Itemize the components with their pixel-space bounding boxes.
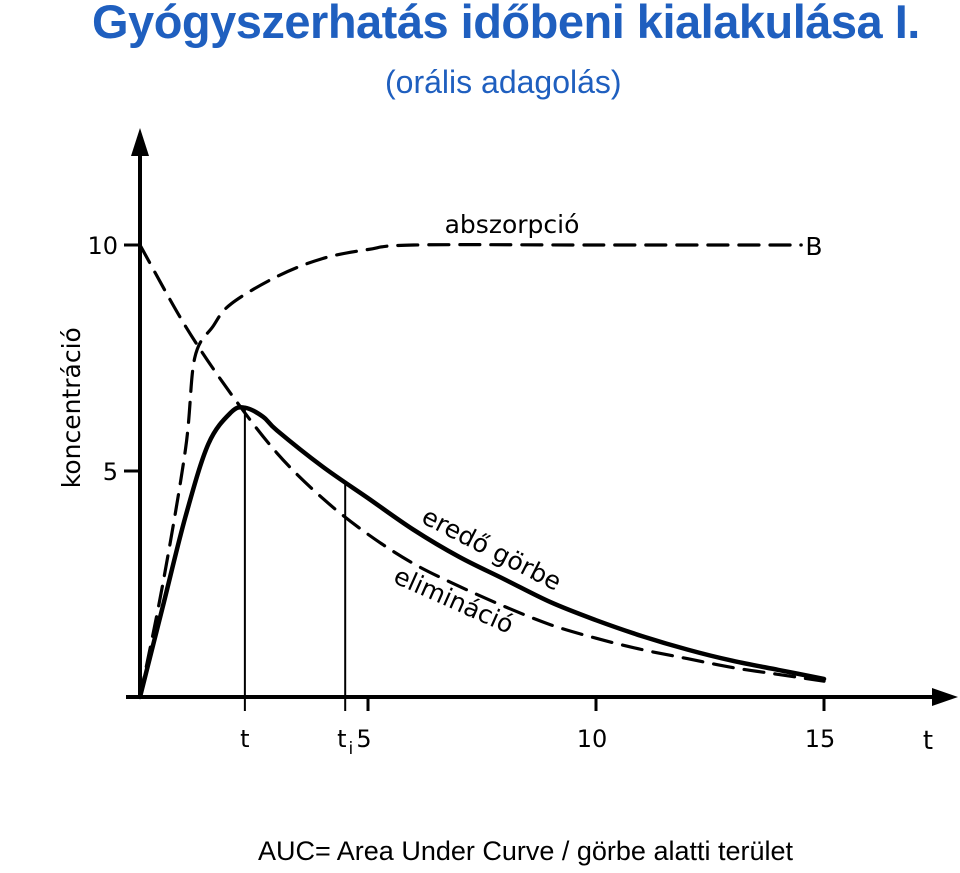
absorption-end-label: B (805, 232, 822, 261)
y-tick-label: 5 (103, 458, 118, 486)
page-title: Gyógyszerhatás időbeni kialakulása I. (92, 0, 920, 48)
y-axis-arrow (131, 128, 149, 156)
x-tick-label: 15 (805, 725, 836, 753)
x-tick-label: 10 (577, 725, 608, 753)
marker-label-t: t (240, 725, 249, 753)
series-resultant-curve (137, 404, 827, 700)
x-tick-label: 5 (356, 725, 371, 753)
y-axis-label: koncentráció (57, 327, 86, 488)
absorption-label: abszorpció (445, 210, 580, 239)
x-axis-label: t (923, 726, 933, 756)
auc-caption: AUC= Area Under Curve / görbe alatti ter… (258, 836, 794, 866)
x-axis-arrow (932, 688, 958, 706)
series-absorption-curve (138, 243, 803, 699)
series-elimination-curve (138, 243, 826, 683)
page-subtitle: (orális adagolás) (385, 64, 622, 100)
y-tick-label: 10 (87, 232, 118, 260)
elimination-label: elimináció (390, 561, 518, 639)
